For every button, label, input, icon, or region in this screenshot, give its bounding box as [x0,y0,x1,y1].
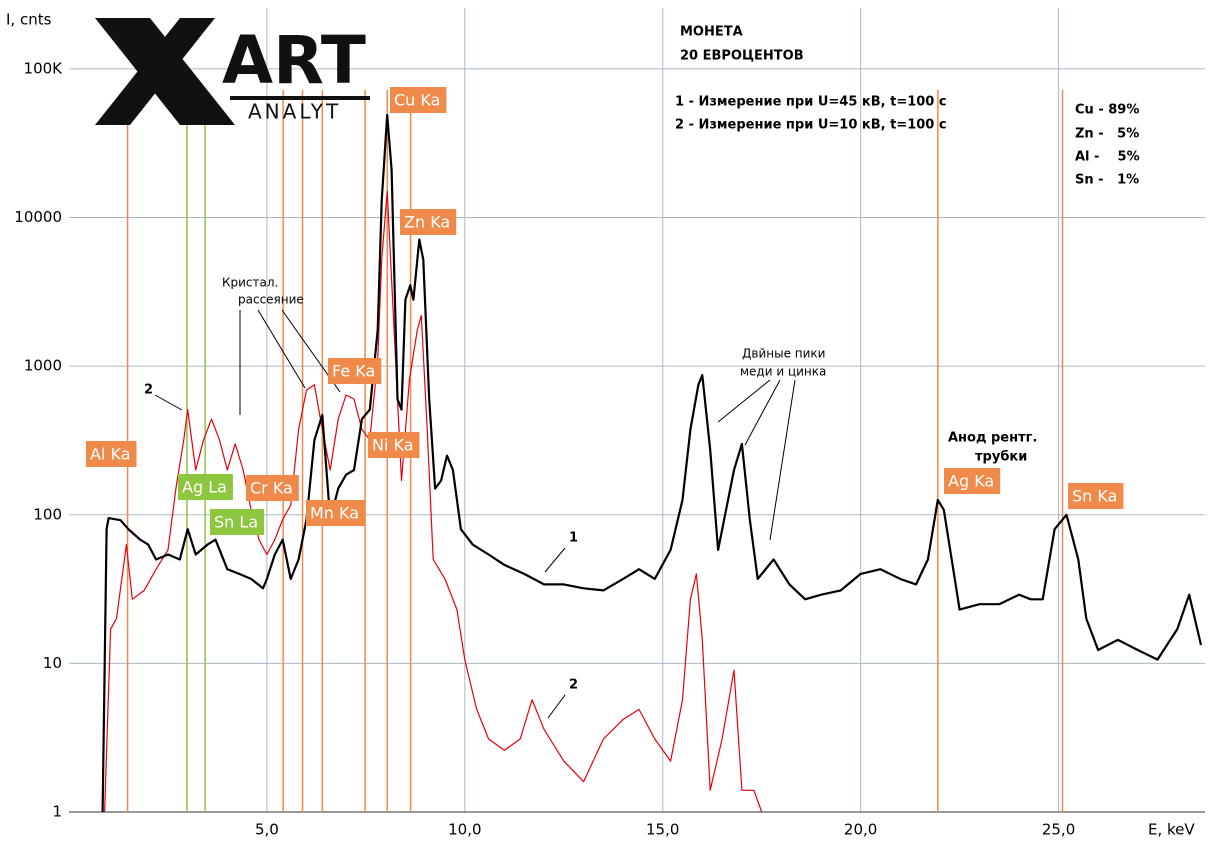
x-tick-label: 20,0 [844,821,877,839]
series-label: 1 [569,531,578,546]
series-line [104,190,763,813]
series-label: 2 [144,383,153,398]
element-label: Ni Ka [372,436,414,455]
element-label-box [390,87,447,113]
element-label-box [178,474,233,500]
series-label: 2 [569,678,578,693]
composition: Sn - 1% [1075,173,1139,188]
y-axis-title: I, cnts [6,11,52,29]
element-label-box [368,432,420,458]
element-label: Fe Ka [332,362,375,381]
element-label: Mn Ka [310,504,359,523]
element-label-box [944,468,1001,494]
element-label-box [306,500,366,526]
y-tick-label: 10000 [14,208,62,226]
y-tick-label: 100K [24,59,64,77]
element-label: Cr Ka [250,479,293,498]
title: 20 ЕВРОЦЕНТОВ [680,49,804,64]
composition: Al - 5% [1075,150,1140,165]
annotation: рассеяние [238,293,304,307]
x-tick-label: 5,0 [255,821,279,839]
annotation: трубки [975,450,1027,465]
element-label-box [328,358,382,384]
logo: ART ANALYT [95,18,370,125]
legend-text: 1 - Измерение при U=45 кВ, t=100 с [675,95,947,110]
x-tick-label: 25,0 [1042,821,1075,839]
annotation: Анод рентг. [948,431,1037,446]
composition: Zn - 5% [1075,127,1139,142]
element-label-box [210,509,265,535]
element-label: Cu Ka [394,91,440,110]
y-tick-label: 1000 [24,357,62,375]
title: МОНЕТА [680,25,743,40]
element-label: Al Ka [90,445,131,464]
annotation: меди и цинка [740,365,826,379]
composition: Cu - 89% [1075,103,1139,118]
series-line [101,113,1203,813]
element-label: Zn Ka [404,213,450,232]
element-label: Ag La [182,478,227,497]
x-tick-label: 15,0 [646,821,679,839]
element-label-box [400,209,457,235]
element-label: Sn La [214,513,258,532]
y-tick-label: 100 [33,505,62,523]
x-tick-label: 10,0 [448,821,481,839]
y-tick-label: 1 [52,803,62,821]
annotation: Двйные пики [742,347,825,361]
element-label: Ag Ka [948,472,994,491]
element-label: Sn Ka [1072,487,1117,506]
element-label-box [1068,483,1124,509]
x-axis-title: E, keV [1148,821,1195,839]
annotation: Кристал. [222,276,278,290]
element-label-box [86,441,137,467]
legend-text: 2 - Измерение при U=10 кВ, t=100 с [675,118,947,133]
logo-subtitle: ANALYT [248,100,341,124]
leader-lines [154,309,796,719]
logo-mark: ART [222,22,366,99]
y-tick-label: 10 [43,654,62,672]
element-label-box [246,475,299,501]
